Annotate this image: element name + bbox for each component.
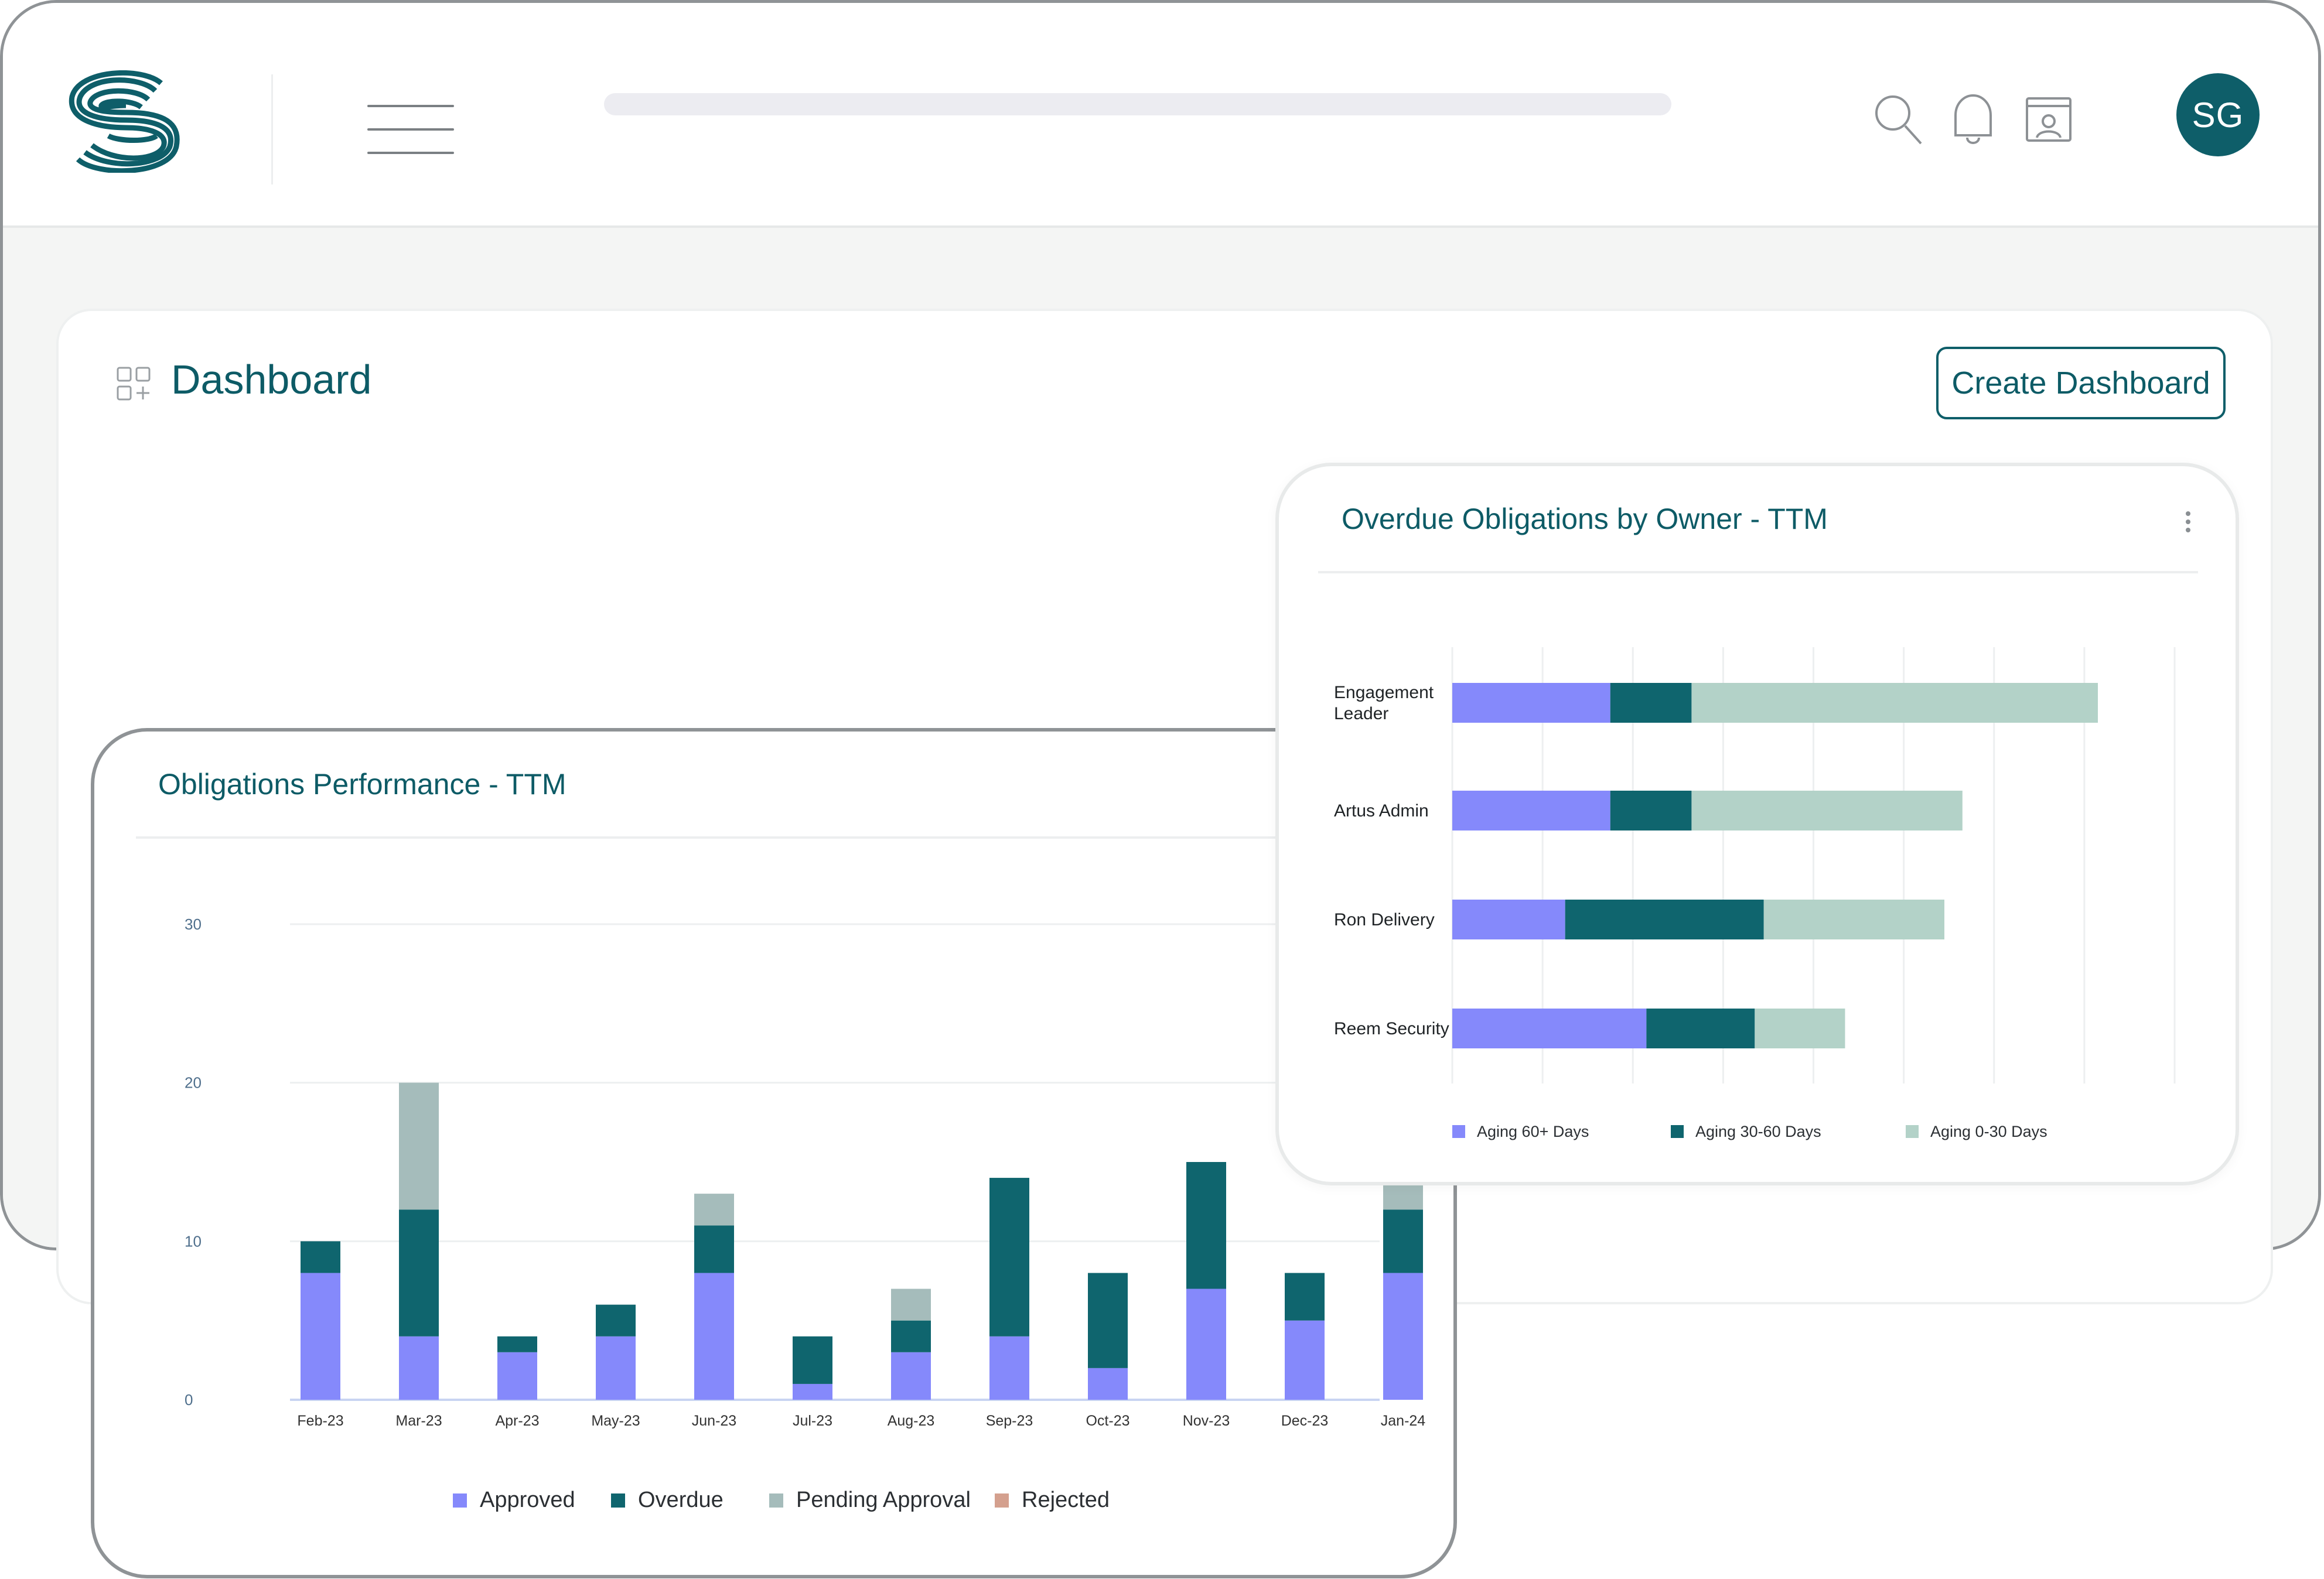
- bar-segment-approved: [596, 1336, 636, 1400]
- bar-segment-approved: [497, 1352, 537, 1400]
- bar-segment-approved: [1088, 1368, 1128, 1400]
- search-input[interactable]: [604, 93, 1671, 115]
- bar-segment-pending-approval: [891, 1289, 931, 1321]
- overdue-card-title: Overdue Obligations by Owner - TTM: [1342, 503, 1828, 535]
- y-tick-label: 30: [185, 915, 202, 933]
- bar-segment-overdue: [989, 1178, 1029, 1337]
- topbar-divider: [271, 74, 273, 184]
- more-options-icon[interactable]: [2184, 511, 2192, 535]
- bar-segment-overdue: [497, 1336, 537, 1352]
- logo-icon[interactable]: [67, 70, 182, 173]
- legend-swatch: [611, 1493, 625, 1508]
- page-title: Dashboard: [171, 357, 372, 402]
- bar-segment-overdue: [596, 1304, 636, 1337]
- bar-segment-overdue: [891, 1320, 931, 1352]
- legend-swatch: [995, 1493, 1009, 1508]
- bar-segment-approved: [1383, 1273, 1423, 1400]
- bar-segment-approved: [301, 1273, 340, 1400]
- user-avatar[interactable]: SG: [2176, 73, 2260, 156]
- search-icon[interactable]: [1873, 93, 1923, 146]
- bar-segment-overdue: [1285, 1273, 1325, 1321]
- legend-label: Overdue: [638, 1488, 724, 1512]
- y-category-label: Ron Delivery: [1334, 910, 1435, 929]
- y-category-label: Reem Security: [1334, 1019, 1449, 1038]
- bar-segment-aging-0-30-days: [1691, 683, 2098, 723]
- x-tick-label: Dec-23: [1281, 1413, 1329, 1429]
- bar-segment-aging-30-60-days: [1610, 683, 1692, 723]
- bar-segment-approved: [399, 1336, 439, 1400]
- obligations-performance-chart: 0 10 20 30 Feb-23 Mar-23 Apr-23 May-23 Jun-23 Jul…: [185, 915, 1426, 1512]
- legend-swatch: [1671, 1125, 1684, 1138]
- bar-segment-overdue: [1186, 1162, 1226, 1289]
- x-tick-label: Feb-23: [297, 1413, 343, 1429]
- x-tick-label: Nov-23: [1183, 1413, 1230, 1429]
- menu-icon[interactable]: [367, 102, 454, 155]
- bar-segment-overdue: [694, 1225, 734, 1273]
- bar-segment-aging-0-30-days: [1691, 791, 1963, 830]
- overdue-obligations-chart: Engagement Leader Artus Admin Ron Delivery R…: [1334, 647, 2176, 1140]
- bar-segment-approved: [694, 1273, 734, 1400]
- legend-swatch: [1906, 1125, 1919, 1138]
- legend-swatch: [769, 1493, 783, 1508]
- bar-segment-overdue: [1088, 1273, 1128, 1368]
- bar-segment-overdue: [301, 1241, 340, 1273]
- legend-swatch: [1452, 1125, 1465, 1138]
- bar-segment-aging-30-60-days: [1646, 1009, 1755, 1048]
- x-tick-label: Apr-23: [495, 1413, 539, 1429]
- bar-segment-aging-0-30-days: [1755, 1009, 1845, 1048]
- bar-segment-aging-60-days: [1452, 791, 1610, 830]
- y-category-label: Engagement: [1334, 683, 1434, 702]
- bar-segment-approved: [793, 1383, 832, 1400]
- x-tick-label: Jan-24: [1381, 1413, 1426, 1429]
- bar-segment-aging-0-30-days: [1763, 900, 1944, 939]
- top-navigation-bar: SG: [3, 3, 2318, 225]
- x-tick-label: Aug-23: [888, 1413, 935, 1429]
- x-tick-label: May-23: [591, 1413, 640, 1429]
- bar-segment-aging-30-60-days: [1565, 900, 1764, 939]
- y-category-label: Artus Admin: [1334, 801, 1429, 821]
- bar-segment-approved: [1186, 1289, 1226, 1400]
- performance-card-title: Obligations Performance - TTM: [158, 768, 567, 801]
- legend-label: Approved: [480, 1488, 575, 1512]
- x-tick-label: Jul-23: [793, 1413, 832, 1429]
- profile-window-icon[interactable]: [2025, 97, 2072, 142]
- create-dashboard-button[interactable]: Create Dashboard: [1936, 347, 2226, 419]
- bar-segment-overdue: [1383, 1209, 1423, 1273]
- bar-segment-aging-60-days: [1452, 683, 1610, 723]
- y-category-label: Leader: [1334, 704, 1388, 723]
- legend-label: Pending Approval: [796, 1488, 971, 1512]
- bell-icon[interactable]: [1951, 93, 1995, 147]
- card-title-divider: [136, 836, 1366, 839]
- legend-swatch: [453, 1493, 467, 1508]
- bar-segment-approved: [989, 1336, 1029, 1400]
- dashboard-icon: [117, 367, 151, 401]
- bar-segment-approved: [891, 1352, 931, 1400]
- legend-label: Aging 0-30 Days: [1930, 1123, 2047, 1140]
- x-tick-label: Sep-23: [986, 1413, 1033, 1429]
- y-tick-label: 20: [185, 1074, 202, 1092]
- bar-segment-approved: [1285, 1320, 1325, 1400]
- x-tick-label: Jun-23: [692, 1413, 736, 1429]
- bar-segment-overdue: [399, 1209, 439, 1337]
- y-tick-label: 0: [185, 1391, 193, 1409]
- bar-segment-aging-60-days: [1452, 1009, 1647, 1048]
- bar-segment-aging-60-days: [1452, 900, 1565, 939]
- legend-label: Aging 60+ Days: [1477, 1123, 1589, 1140]
- y-tick-label: 10: [185, 1232, 202, 1250]
- x-tick-label: Oct-23: [1086, 1413, 1129, 1429]
- bar-segment-overdue: [793, 1336, 832, 1384]
- bar-segment-pending-approval: [399, 1082, 439, 1210]
- bar-segment-pending-approval: [694, 1194, 734, 1226]
- legend-label: Rejected: [1022, 1488, 1110, 1512]
- legend-label: Aging 30-60 Days: [1695, 1123, 1821, 1140]
- x-tick-label: Mar-23: [395, 1413, 442, 1429]
- card-title-divider: [1318, 571, 2198, 573]
- bar-segment-aging-30-60-days: [1610, 791, 1692, 830]
